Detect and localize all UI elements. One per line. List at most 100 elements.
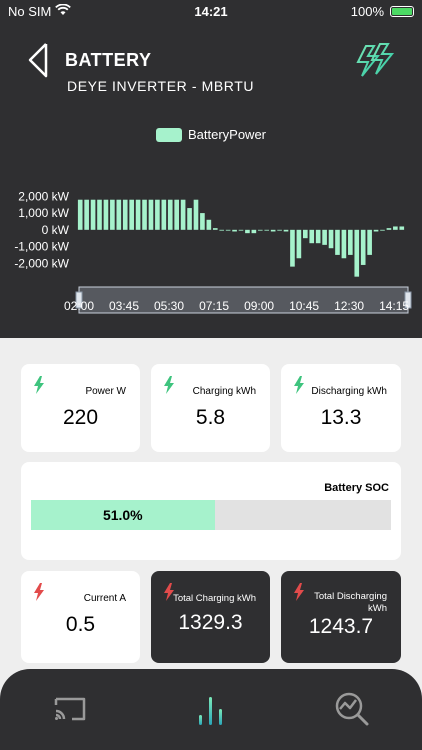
current-card: Current A 0.5 <box>21 571 140 663</box>
battery-power-chart: 2,000 kW 1,000 kW 0 kW -1,000 kW -2,000 kW 02… <box>14 189 412 314</box>
chart-bar <box>264 229 270 231</box>
chart-bar <box>129 199 134 230</box>
y-tick-label: 2,000 kW <box>18 189 69 203</box>
battery-icon <box>390 6 414 17</box>
battery-soc-card: Battery SOC 51.0% <box>21 462 401 560</box>
chart-bar <box>219 229 225 231</box>
discharging-label: Discharging kWh <box>311 386 387 397</box>
x-tick-label: 07:15 <box>199 299 229 313</box>
chart-bar <box>161 199 167 230</box>
stats-icon[interactable] <box>191 689 231 729</box>
search-chart-icon[interactable] <box>332 689 372 729</box>
chart-bar <box>90 199 96 230</box>
chart-bar <box>328 229 334 249</box>
clock: 14:21 <box>194 4 228 19</box>
chart-bar <box>142 199 147 230</box>
chart-bar <box>135 199 141 230</box>
x-tick-label: 10:45 <box>289 299 319 313</box>
chart-bar <box>110 199 115 230</box>
bolt-icon <box>294 376 304 394</box>
page-title: BATTERY <box>65 50 152 70</box>
chart-bar <box>315 229 321 244</box>
chart-bar <box>303 229 308 239</box>
chart-bar <box>174 199 179 230</box>
chart-bar <box>148 199 154 230</box>
x-tick-label: 05:30 <box>154 299 184 313</box>
chart-bar <box>251 229 257 234</box>
chart-bar <box>180 199 186 230</box>
x-tick-label: 14:15 <box>379 299 409 313</box>
carrier-label: No SIM <box>8 4 52 19</box>
bolt-icon <box>164 376 174 394</box>
range-handle[interactable] <box>404 291 412 309</box>
chart-bar <box>187 208 192 230</box>
back-arrow-icon[interactable] <box>26 42 50 78</box>
bolt-icon <box>294 583 304 601</box>
wifi-icon <box>55 4 71 15</box>
current-value: 0.5 <box>65 613 96 636</box>
total-charging-label: Total Charging kWh <box>173 593 256 604</box>
chart-bar <box>212 228 218 230</box>
charging-card: Charging kWh 5.8 <box>151 364 270 452</box>
power-label: Power W <box>85 386 126 397</box>
legend-swatch <box>155 127 182 142</box>
cast-icon[interactable] <box>50 689 90 729</box>
chart-bar <box>245 229 250 234</box>
total-discharging-label-line1: Total Discharging <box>314 591 387 602</box>
chart-bar <box>206 219 212 230</box>
chart-bar <box>167 199 173 230</box>
app-logo-icon <box>356 43 395 77</box>
soc-progress-fill <box>31 500 215 530</box>
total-charging-card: Total Charging kWh 1329.3 <box>151 571 270 663</box>
chart-bar <box>354 229 360 277</box>
chart-bar <box>322 229 327 245</box>
discharging-card: Discharging kWh 13.3 <box>281 364 401 452</box>
range-selector[interactable] <box>78 286 409 314</box>
chart-bar <box>283 229 289 232</box>
total-discharging-card: Total Discharging kWh 1243.7 <box>281 571 401 663</box>
bolt-icon <box>164 583 174 601</box>
total-discharging-value: 1243.7 <box>308 615 374 638</box>
total-charging-value: 1329.3 <box>178 611 243 634</box>
y-tick-label: -1,000 kW <box>14 240 69 254</box>
soc-value: 51.0% <box>102 507 143 523</box>
header-panel: No SIM 14:21 100% BATTERY DEYE INVERTER … <box>0 0 422 338</box>
x-tick-label: 02:00 <box>64 299 94 313</box>
chart-bar <box>399 226 405 230</box>
chart-bar <box>116 199 122 230</box>
chart-bar <box>309 229 315 244</box>
chart-bar <box>367 229 372 255</box>
chart-bar <box>386 228 392 230</box>
chart-bar <box>290 229 295 267</box>
bottom-nav <box>0 669 422 750</box>
y-tick-label: -2,000 kW <box>14 256 69 270</box>
current-label: Current A <box>83 593 126 604</box>
range-handle[interactable] <box>75 291 83 309</box>
power-card: Power W 220 <box>21 364 140 452</box>
chart-bar <box>341 229 347 259</box>
chart-bar <box>225 229 231 231</box>
total-discharging-label: Total Discharging kWh <box>314 591 387 615</box>
chart-bar <box>84 199 89 230</box>
chart-bar <box>360 229 366 265</box>
x-tick-label: 12:30 <box>334 299 364 313</box>
discharging-value: 13.3 <box>320 406 362 429</box>
chart-bar <box>348 229 353 255</box>
chart-bar <box>257 229 263 231</box>
chart-legend: BatteryPower <box>0 126 422 142</box>
bolt-icon <box>34 583 44 601</box>
soc-progress-bar: 51.0% <box>31 500 391 530</box>
total-discharging-label-line2: kWh <box>368 603 387 614</box>
chart-bar <box>277 229 282 231</box>
chart-bar <box>155 199 160 230</box>
y-tick-label: 0 kW <box>42 223 70 237</box>
chart-bar <box>193 199 199 230</box>
chart-bar <box>238 229 244 231</box>
chart-bar <box>270 229 276 232</box>
chart-bar <box>335 229 340 255</box>
y-tick-label: 1,000 kW <box>18 206 69 220</box>
chart-bar <box>122 199 128 230</box>
battery-percent: 100% <box>350 4 384 19</box>
chart-bar <box>380 229 385 231</box>
chart-bar <box>296 229 302 259</box>
